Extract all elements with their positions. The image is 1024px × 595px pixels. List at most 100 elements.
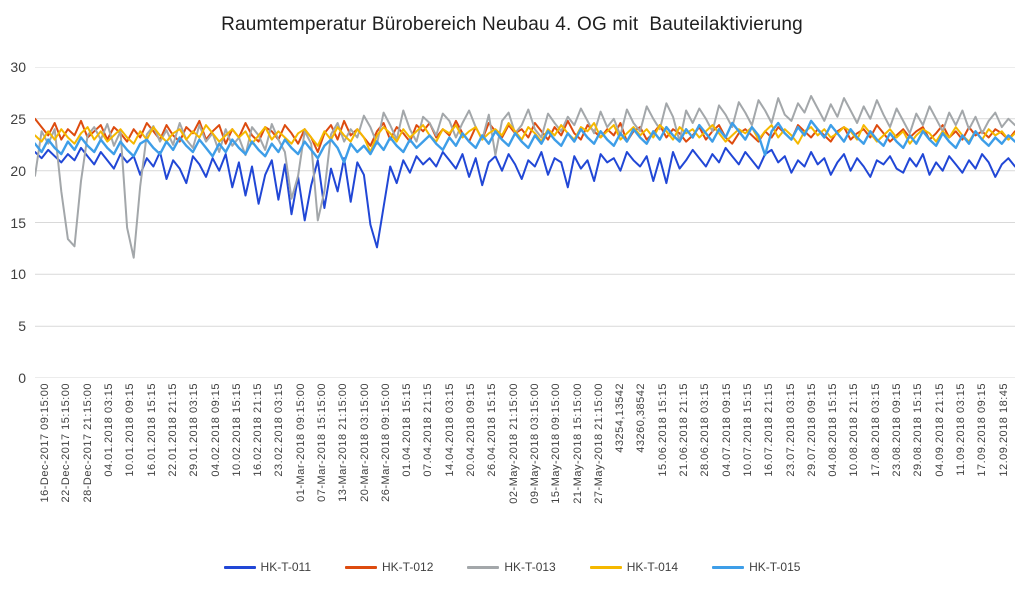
x-tick-label-27: 43254,13542 <box>614 383 627 453</box>
x-tick-label-34: 16.07.2018 21:15 <box>763 383 776 477</box>
y-tick-label-10: 10 <box>10 266 26 282</box>
x-tick-label-7: 29.01.2018 03:15 <box>188 383 201 477</box>
x-tick-slot: 21-May-2018 15:15:00 <box>567 383 588 555</box>
x-tick-label-22: 02-May-2018 21:15:00 <box>507 383 520 504</box>
x-tick-label-30: 21.06.2018 21:15 <box>678 383 691 477</box>
x-tick-slot: 26-Mar-2018 09:15:00 <box>376 383 397 555</box>
series-line-HK-T-011 <box>35 146 1015 249</box>
x-tick-slot: 14.04.2018 03:15 <box>440 383 461 555</box>
legend-swatch-HK-T-014 <box>589 565 622 569</box>
x-tick-label-15: 20-Mar-2018 03:15:00 <box>358 383 371 502</box>
x-tick-slot: 20.04.2018 09:15 <box>461 383 482 555</box>
x-tick-label-1: 22-Dec-2017 15:15:00 <box>60 383 73 503</box>
x-tick-slot: 10.07.2018 15:15 <box>738 383 759 555</box>
x-tick-label-25: 21-May-2018 15:15:00 <box>571 383 584 504</box>
x-tick-slot: 43260,38542 <box>631 383 652 555</box>
x-tick-label-36: 29.07.2018 09:15 <box>805 383 818 477</box>
x-tick-slot: 15-May-2018 09:15:00 <box>546 383 567 555</box>
legend-swatch-HK-T-012 <box>345 565 378 569</box>
x-tick-slot: 20-Mar-2018 03:15:00 <box>354 383 375 555</box>
x-tick-label-6: 22.01.2018 21:15 <box>166 383 179 477</box>
x-tick-slot: 16.07.2018 21:15 <box>759 383 780 555</box>
chart-title: Raumtemperatur Bürobereich Neubau 4. OG … <box>221 14 803 35</box>
x-tick-slot: 15.06.2018 15:15 <box>653 383 674 555</box>
x-tick-slot: 43254,13542 <box>610 383 631 555</box>
plot-svg <box>35 67 1015 378</box>
x-tick-slot: 28-Dec-2017 21:15:00 <box>78 383 99 555</box>
x-tick-slot: 04.09.2018 21:15 <box>929 383 950 555</box>
y-tick-label-0: 0 <box>18 370 26 386</box>
x-tick-slot: 04.07.2018 09:15 <box>717 383 738 555</box>
x-tick-slot: 13-Mar-2018 21:15:00 <box>333 383 354 555</box>
x-tick-slot: 28.06.2018 03:15 <box>695 383 716 555</box>
x-tick-label-3: 04.01.2018 03:15 <box>103 383 116 477</box>
x-tick-slot: 16-Dec-2017 09:15:00 <box>35 383 56 555</box>
x-tick-label-10: 16.02.2018 21:15 <box>252 383 265 477</box>
x-tick-label-37: 04.08.2018 15:15 <box>827 383 840 477</box>
y-tick-label-30: 30 <box>10 59 26 75</box>
x-tick-slot: 23.08.2018 09:15 <box>887 383 908 555</box>
legend-item-HK-T-013: HK-T-013 <box>467 560 556 574</box>
x-tick-slot: 29.07.2018 09:15 <box>802 383 823 555</box>
x-tick-label-31: 28.06.2018 03:15 <box>699 383 712 477</box>
x-tick-label-26: 27-May-2018 21:15:00 <box>592 383 605 504</box>
x-axis: 16-Dec-2017 09:15:00 22-Dec-2017 15:15:00… <box>35 383 1015 555</box>
x-tick-label-43: 11.09.2018 03:15 <box>954 383 967 476</box>
legend-item-HK-T-011: HK-T-011 <box>223 560 311 574</box>
x-tick-label-12: 01-Mar-2018 09:15:00 <box>294 383 307 502</box>
x-tick-label-39: 17.08.2018 03:15 <box>869 383 882 477</box>
x-tick-label-28: 43260,38542 <box>635 383 648 453</box>
x-tick-slot: 10.01.2018 09:15 <box>120 383 141 555</box>
x-tick-slot: 01-Mar-2018 09:15:00 <box>291 383 312 555</box>
legend-item-HK-T-014: HK-T-014 <box>589 560 679 574</box>
x-tick-label-33: 10.07.2018 15:15 <box>741 383 754 477</box>
x-tick-label-4: 10.01.2018 09:15 <box>124 383 137 477</box>
x-tick-label-40: 23.08.2018 09:15 <box>891 383 904 477</box>
x-tick-slot: 16.02.2018 21:15 <box>248 383 269 555</box>
x-tick-label-32: 04.07.2018 09:15 <box>720 383 733 477</box>
x-tick-label-23: 09-May-2018 03:15:00 <box>528 383 541 504</box>
x-tick-slot: 22-Dec-2017 15:15:00 <box>56 383 77 555</box>
x-tick-slot: 01.04.2018 15:15 <box>397 383 418 555</box>
x-tick-label-35: 23.07.2018 03:15 <box>784 383 797 477</box>
x-tick-slot: 27-May-2018 21:15:00 <box>589 383 610 555</box>
legend-label-HK-T-014: HK-T-014 <box>626 560 679 574</box>
x-tick-label-21: 26.04.2018 15:15 <box>486 383 499 477</box>
y-tick-label-20: 20 <box>10 163 26 179</box>
x-tick-slot: 17.09.2018 09:15 <box>972 383 993 555</box>
x-tick-slot: 16.01.2018 15:15 <box>141 383 162 555</box>
x-tick-slot: 23.07.2018 03:15 <box>780 383 801 555</box>
x-tick-label-29: 15.06.2018 15:15 <box>656 383 669 477</box>
x-tick-label-11: 23.02.2018 03:15 <box>273 383 286 477</box>
x-tick-label-24: 15-May-2018 09:15:00 <box>550 383 563 504</box>
legend-item-HK-T-015: HK-T-015 <box>712 560 800 574</box>
x-tick-label-38: 10.08.2018 21:15 <box>848 383 861 477</box>
x-tick-slot: 07-Mar-2018 15:15:00 <box>312 383 333 555</box>
x-tick-label-18: 07.04.2018 21:15 <box>422 383 435 477</box>
x-tick-slot: 29.01.2018 03:15 <box>184 383 205 555</box>
x-tick-label-45: 12.09.2018 18:45 <box>997 383 1010 477</box>
x-tick-slot: 21.06.2018 21:15 <box>674 383 695 555</box>
x-tick-slot: 07.04.2018 21:15 <box>418 383 439 555</box>
x-tick-slot: 09-May-2018 03:15:00 <box>525 383 546 555</box>
y-tick-label-5: 5 <box>18 318 26 334</box>
x-tick-label-9: 10.02.2018 15:15 <box>230 383 243 477</box>
x-tick-label-42: 04.09.2018 21:15 <box>933 383 946 477</box>
x-tick-label-16: 26-Mar-2018 09:15:00 <box>379 383 392 502</box>
y-tick-label-25: 25 <box>10 111 26 127</box>
legend-swatch-HK-T-015 <box>712 565 745 569</box>
legend-label-HK-T-015: HK-T-015 <box>749 560 801 574</box>
x-tick-slot: 23.02.2018 03:15 <box>269 383 290 555</box>
x-tick-slot: 04.02.2018 09:15 <box>205 383 226 555</box>
x-tick-label-0: 16-Dec-2017 09:15:00 <box>39 383 52 503</box>
x-tick-slot: 11.09.2018 03:15 <box>951 383 972 555</box>
x-tick-slot: 04.01.2018 03:15 <box>99 383 120 555</box>
legend-swatch-HK-T-013 <box>467 565 500 569</box>
x-tick-label-2: 28-Dec-2017 21:15:00 <box>81 383 94 503</box>
x-tick-label-41: 29.08.2018 15:15 <box>912 383 925 477</box>
x-tick-slot: 29.08.2018 15:15 <box>908 383 929 555</box>
x-tick-label-17: 01.04.2018 15:15 <box>401 383 414 477</box>
legend-item-HK-T-012: HK-T-012 <box>345 560 433 574</box>
series-line-HK-T-015 <box>35 119 1015 164</box>
